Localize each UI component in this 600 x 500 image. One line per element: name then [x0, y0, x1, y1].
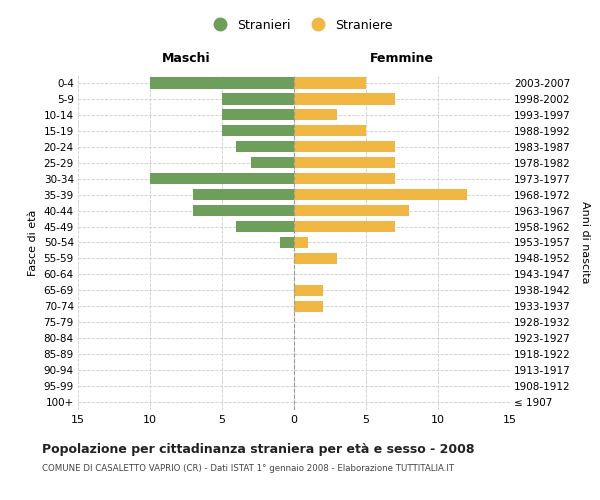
Bar: [222, 94, 294, 104]
Text: Popolazione per cittadinanza straniera per età e sesso - 2008: Popolazione per cittadinanza straniera p…: [42, 442, 475, 456]
Bar: [280, 237, 294, 248]
Bar: [222, 125, 294, 136]
Bar: [236, 141, 294, 152]
Bar: [294, 300, 323, 312]
Bar: [294, 237, 308, 248]
Bar: [294, 173, 395, 184]
Legend: Stranieri, Straniere: Stranieri, Straniere: [202, 14, 398, 37]
Bar: [294, 110, 337, 120]
Bar: [251, 157, 294, 168]
Bar: [294, 189, 467, 200]
Bar: [294, 157, 395, 168]
Y-axis label: Anni di nascita: Anni di nascita: [580, 201, 590, 284]
Text: Maschi: Maschi: [161, 52, 211, 65]
Bar: [193, 205, 294, 216]
Bar: [294, 141, 395, 152]
Text: COMUNE DI CASALETTO VAPRIO (CR) - Dati ISTAT 1° gennaio 2008 - Elaborazione TUTT: COMUNE DI CASALETTO VAPRIO (CR) - Dati I…: [42, 464, 454, 473]
Bar: [222, 110, 294, 120]
Bar: [294, 285, 323, 296]
Bar: [236, 221, 294, 232]
Bar: [294, 94, 395, 104]
Bar: [294, 78, 366, 88]
Bar: [294, 205, 409, 216]
Y-axis label: Fasce di età: Fasce di età: [28, 210, 38, 276]
Bar: [294, 221, 395, 232]
Bar: [193, 189, 294, 200]
Bar: [150, 78, 294, 88]
Text: Femmine: Femmine: [370, 52, 434, 65]
Bar: [150, 173, 294, 184]
Bar: [294, 125, 366, 136]
Bar: [294, 253, 337, 264]
